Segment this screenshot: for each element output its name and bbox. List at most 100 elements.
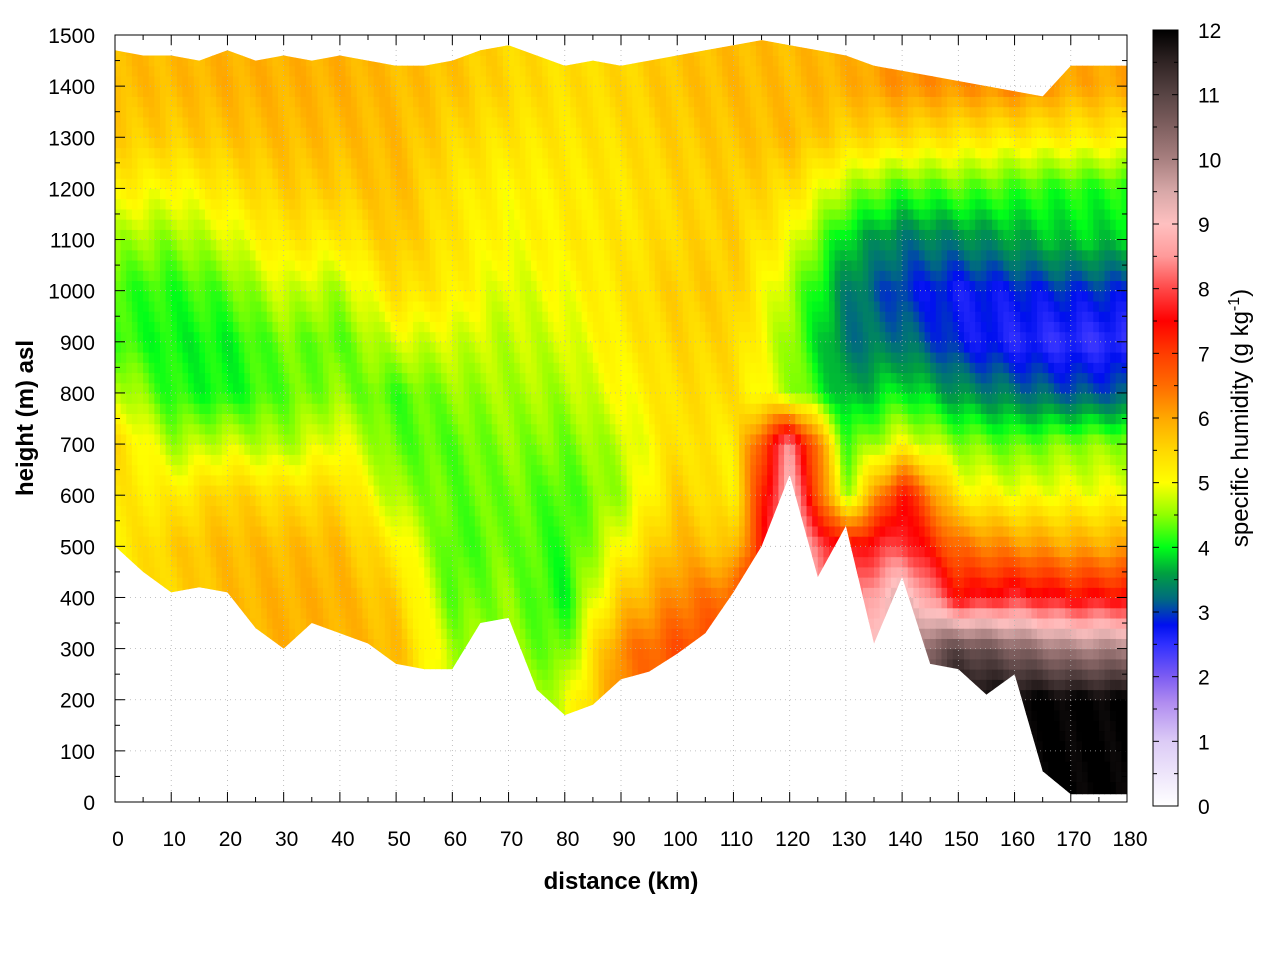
heatmap-cell [289,423,296,435]
heatmap-cell [519,525,527,537]
heatmap-cell [261,137,268,149]
heatmap-cell [115,116,122,128]
heatmap-cell [424,259,431,271]
heatmap-cell [379,239,386,251]
heatmap-cell [188,495,195,507]
heatmap-cell [261,587,268,599]
heatmap-cell [148,311,155,322]
heatmap-cell [502,127,510,138]
heatmap-cell [474,331,482,343]
heatmap-cell [244,208,251,220]
heatmap-cell [137,75,144,87]
heatmap-cell [126,546,133,558]
heatmap-cell [328,587,335,599]
heatmap-cell [266,249,274,261]
heatmap-cell [171,536,178,547]
heatmap-cell [227,495,234,507]
heatmap-cell [469,167,476,179]
heatmap-cell [238,392,245,404]
heatmap-cell [502,321,510,333]
heatmap-cell [491,147,498,159]
heatmap-cell [255,556,262,568]
heatmap-cell [491,259,498,271]
heatmap-cell [446,689,453,701]
heatmap-cell [317,444,324,455]
heatmap-cell [283,127,290,138]
heatmap-cell [362,55,369,67]
heatmap-cell [210,270,217,282]
heatmap-cell [137,474,144,486]
heatmap-cell [356,546,363,558]
heatmap-cell [182,392,189,404]
heatmap-cell [457,290,465,302]
heatmap-cell [542,689,549,701]
heatmap-cell [221,484,229,496]
heatmap-cell [463,444,470,455]
heatmap-cell [441,219,448,230]
heatmap-cell [559,229,566,241]
heatmap-cell [193,495,200,507]
heatmap-cell [457,198,465,210]
heatmap-cell [227,127,234,138]
heatmap-cell [542,116,549,128]
heatmap-cell [531,536,538,547]
heatmap-cell [283,413,290,425]
heatmap-cell [272,311,279,322]
heatmap-cell [463,321,470,333]
heatmap-cell [570,689,577,701]
heatmap-cell [519,40,527,46]
heatmap-cell [519,321,527,333]
heatmap-cell [249,597,257,609]
heatmap-cell [339,96,347,108]
heatmap-cell [390,137,397,149]
heatmap-cell [480,198,487,210]
heatmap-cell [469,505,476,517]
heatmap-cell [508,96,515,108]
heatmap-cell [182,96,189,108]
heatmap-cell [463,638,470,650]
heatmap-cell [233,127,240,138]
heatmap-cell [486,382,493,394]
heatmap-cell [210,577,217,588]
heatmap-cell [474,270,482,282]
heatmap-cell [188,372,195,384]
heatmap-cell [165,474,172,486]
heatmap-cell [519,382,527,394]
heatmap-cell [300,229,307,241]
heatmap-cell [131,116,139,128]
heatmap-cell [233,65,240,77]
heatmap-cell [289,116,296,128]
heatmap-cell [182,413,189,425]
heatmap-cell [564,270,571,282]
heatmap-cell [323,444,330,455]
heatmap-cell [407,341,414,353]
heatmap-cell [384,40,392,46]
heatmap-cell [311,352,318,363]
heatmap-cell [131,577,139,588]
heatmap-cell [278,198,285,210]
heatmap-cell [249,617,257,629]
heatmap-cell [154,96,161,108]
heatmap-cell [120,382,127,394]
heatmap-cell [216,137,223,149]
heatmap-cell [143,178,150,189]
heatmap-cell [463,525,470,537]
heatmap-cell [261,433,268,445]
heatmap-cell [514,607,521,619]
heatmap-cell [148,116,155,128]
heatmap-cell [255,474,262,486]
heatmap-cell [221,75,229,87]
heatmap-cell [255,372,262,384]
heatmap-cell [396,352,403,363]
heatmap-cell [339,352,347,363]
heatmap-cell [328,515,335,527]
heatmap-cell [486,106,493,118]
heatmap-cell [457,178,465,189]
heatmap-cell [536,423,543,435]
heatmap-cell [356,648,363,660]
heatmap-cell [542,433,549,445]
heatmap-cell [317,372,324,384]
heatmap-cell [227,433,234,445]
heatmap-cell [165,352,172,363]
heatmap-cell [418,341,425,353]
